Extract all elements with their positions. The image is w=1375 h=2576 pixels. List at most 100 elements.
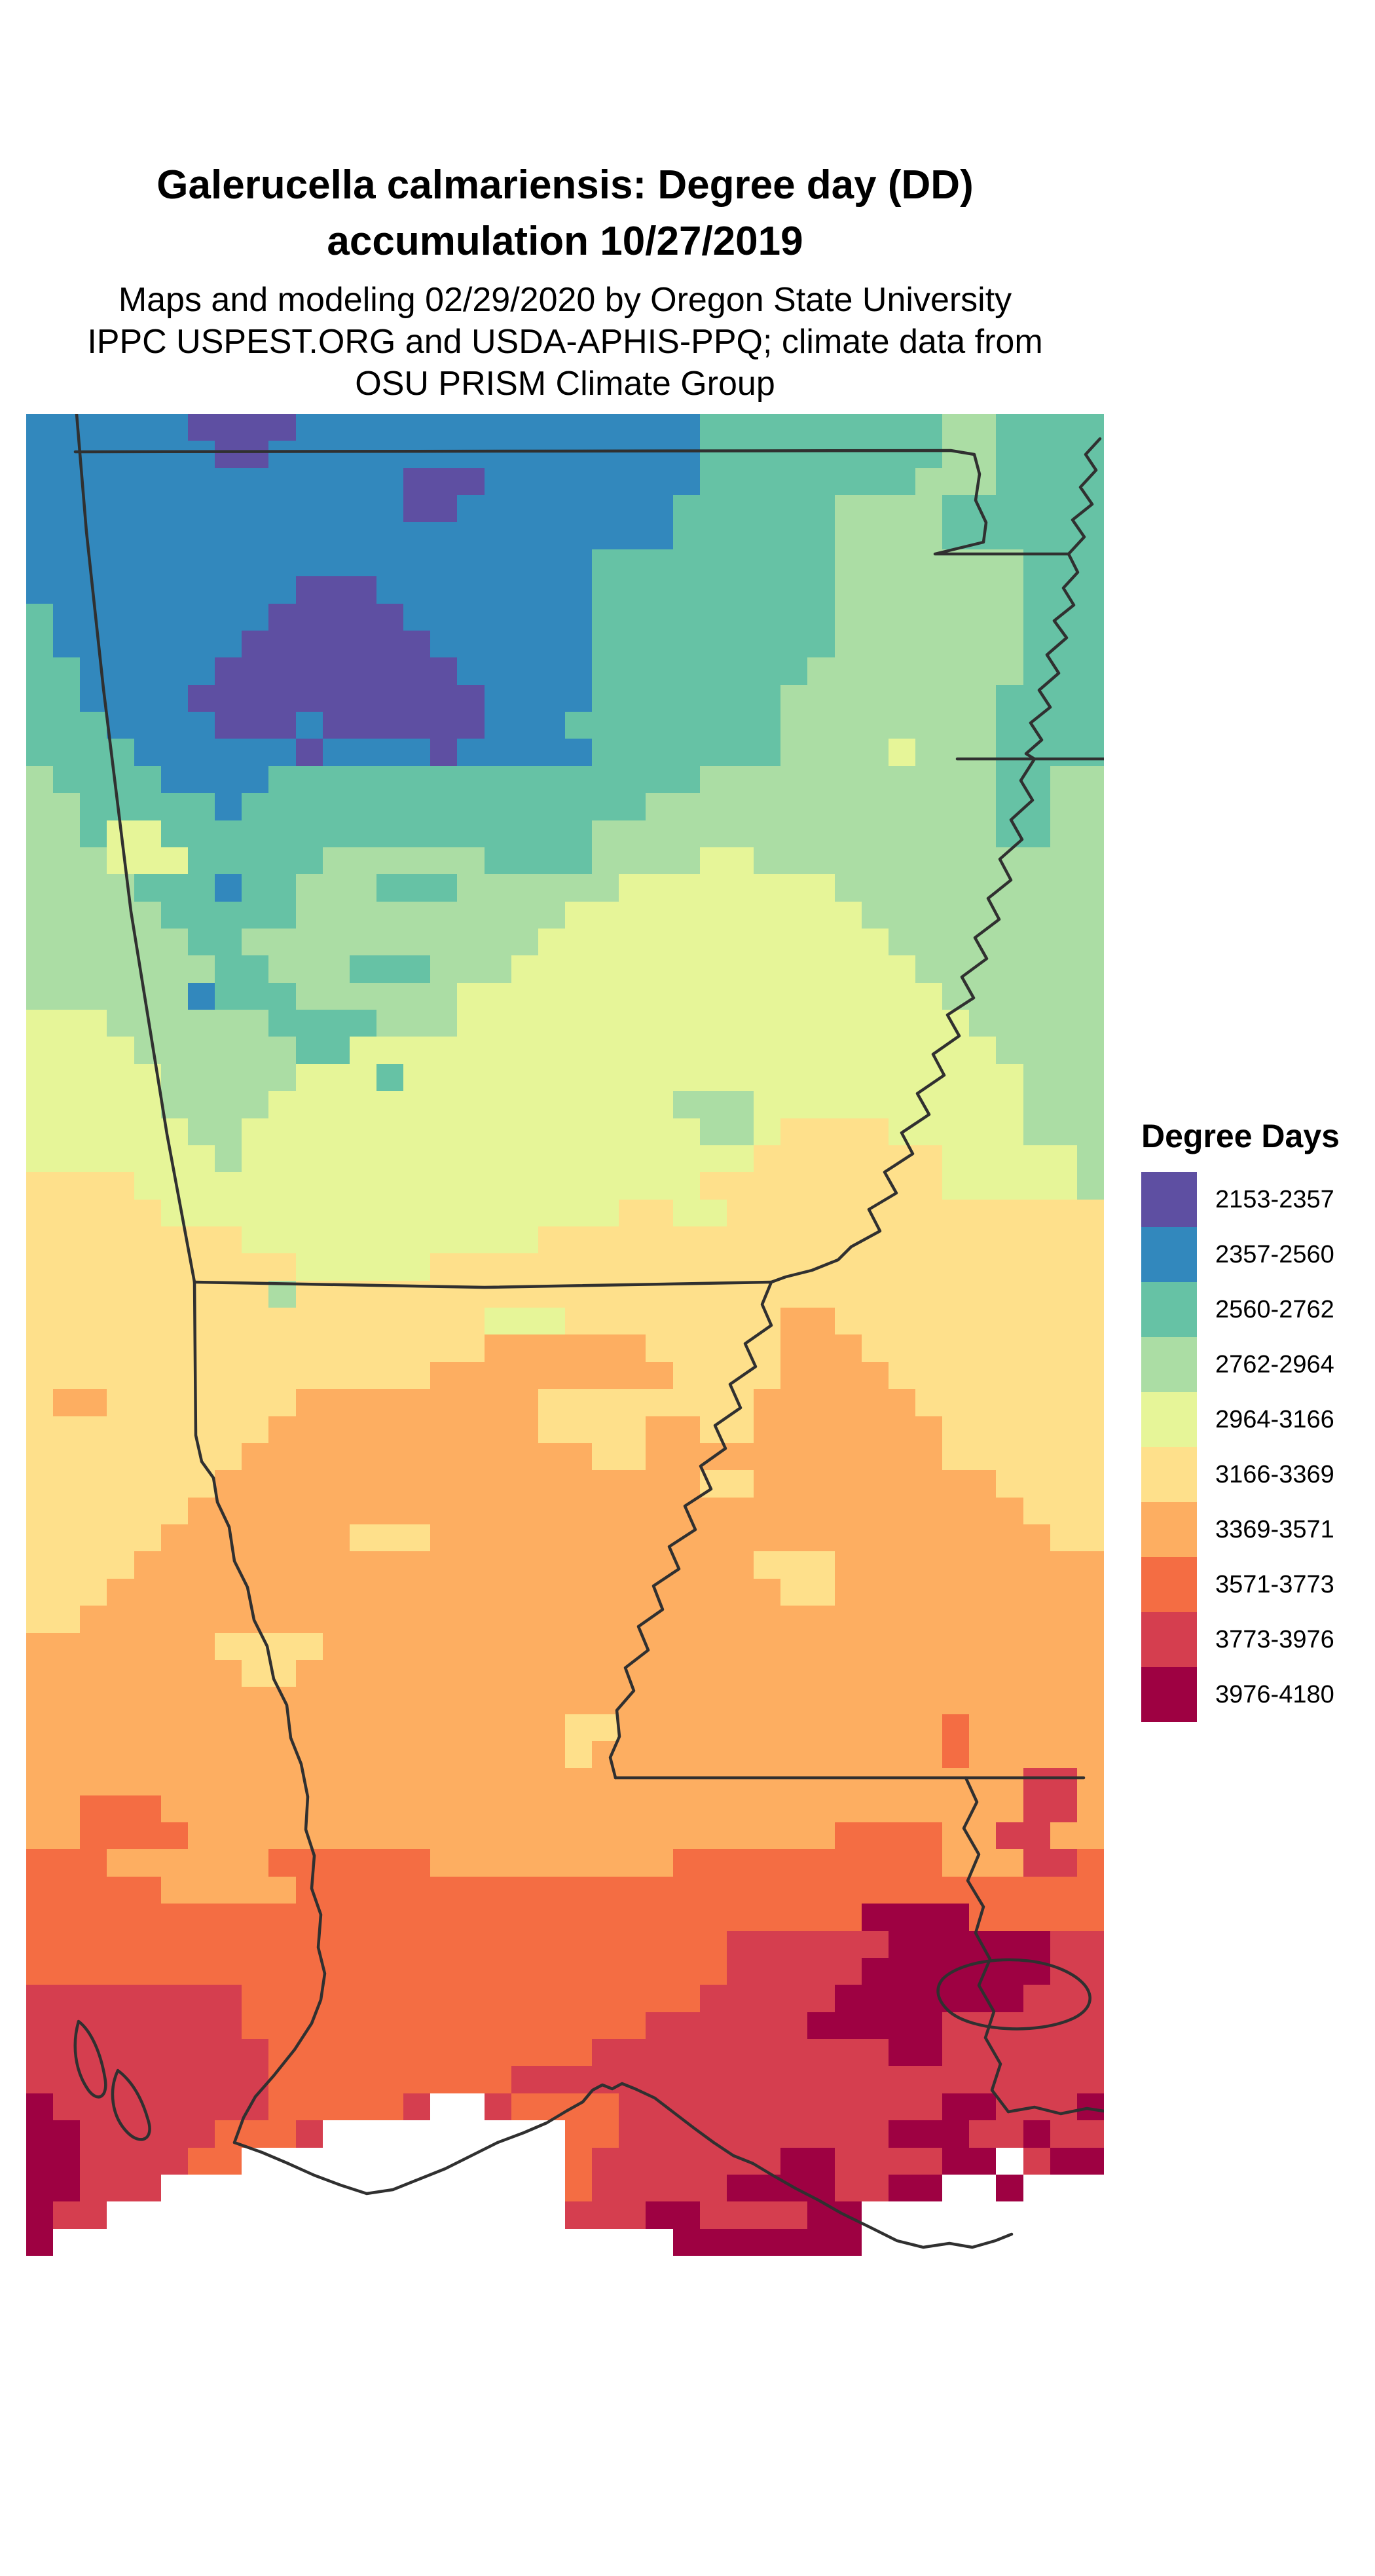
legend-row-0: 2153-2357 bbox=[1141, 1172, 1364, 1227]
raster-cell bbox=[376, 739, 404, 766]
raster-cell bbox=[53, 1849, 81, 1877]
raster-cell bbox=[134, 1985, 161, 2012]
raster-cell bbox=[1050, 1037, 1077, 1064]
raster-cell bbox=[672, 2201, 700, 2229]
raster-cell bbox=[187, 1795, 215, 1823]
raster-cell bbox=[80, 468, 107, 496]
raster-cell bbox=[107, 928, 134, 956]
raster-cell bbox=[699, 2201, 727, 2229]
raster-cell bbox=[646, 1091, 673, 1118]
raster-cell bbox=[349, 1334, 376, 1362]
raster-cell bbox=[376, 1361, 404, 1389]
raster-cell bbox=[565, 1714, 593, 1741]
raster-cell bbox=[107, 1659, 134, 1687]
raster-cell bbox=[430, 1416, 458, 1443]
raster-cell bbox=[484, 955, 511, 983]
raster-cell bbox=[672, 1957, 700, 1985]
raster-cell bbox=[646, 1822, 673, 1850]
raster-cell bbox=[699, 495, 727, 523]
raster-cell bbox=[107, 414, 134, 441]
raster-cell bbox=[349, 739, 376, 766]
raster-cell bbox=[807, 468, 835, 496]
raster-cell bbox=[215, 1280, 242, 1308]
raster-cell bbox=[26, 1389, 54, 1416]
raster-cell bbox=[861, 1632, 889, 1660]
raster-cell bbox=[538, 1714, 565, 1741]
raster-cell bbox=[780, 2066, 808, 2093]
raster-cell bbox=[646, 1659, 673, 1687]
raster-cell bbox=[107, 603, 134, 631]
raster-cell bbox=[538, 495, 565, 523]
raster-cell bbox=[672, 495, 700, 523]
raster-cell bbox=[834, 630, 862, 658]
raster-cell bbox=[672, 1795, 700, 1823]
raster-cell bbox=[457, 1470, 485, 1498]
raster-cell bbox=[780, 1524, 808, 1552]
raster-cell bbox=[160, 901, 188, 929]
raster-cell bbox=[457, 765, 485, 794]
raster-cell bbox=[295, 1632, 323, 1660]
raster-cell bbox=[107, 1443, 134, 1471]
raster-cell bbox=[268, 739, 296, 766]
raster-cell bbox=[699, 1606, 727, 1633]
raster-cell bbox=[592, 1226, 619, 1254]
raster-cell bbox=[646, 2039, 673, 2067]
raster-cell bbox=[888, 847, 915, 875]
raster-cell bbox=[187, 2012, 215, 2040]
raster-cell bbox=[834, 1172, 862, 1200]
raster-cell bbox=[861, 2012, 889, 2040]
raster-cell bbox=[349, 874, 376, 902]
raster-cell bbox=[754, 765, 781, 794]
raster-cell bbox=[1050, 712, 1077, 739]
raster-cell bbox=[780, 1904, 808, 1931]
raster-cell bbox=[807, 1226, 835, 1254]
raster-cell bbox=[53, 739, 81, 766]
raster-cell bbox=[888, 793, 915, 820]
raster-cell bbox=[511, 1308, 538, 1335]
raster-cell bbox=[726, 1308, 754, 1335]
raster-cell bbox=[861, 1334, 889, 1362]
raster-cell bbox=[834, 739, 862, 766]
raster-cell bbox=[861, 603, 889, 631]
raster-cell bbox=[160, 2093, 188, 2121]
raster-cell bbox=[915, 2174, 943, 2202]
raster-cell bbox=[672, 955, 700, 983]
raster-cell bbox=[538, 441, 565, 468]
raster-cell bbox=[134, 1714, 161, 1741]
raster-cell bbox=[1050, 1063, 1077, 1092]
raster-cell bbox=[295, 982, 323, 1010]
raster-cell bbox=[322, 1334, 350, 1362]
raster-cell bbox=[53, 1443, 81, 1471]
raster-cell bbox=[160, 1470, 188, 1498]
raster-cell bbox=[295, 955, 323, 983]
raster-cell bbox=[268, 765, 296, 794]
raster-cell bbox=[672, 1930, 700, 1958]
raster-cell bbox=[187, 1606, 215, 1633]
raster-cell bbox=[53, 495, 81, 523]
raster-cell bbox=[53, 1957, 81, 1985]
raster-cell bbox=[80, 1714, 107, 1741]
raster-cell bbox=[861, 793, 889, 820]
raster-cell bbox=[565, 630, 593, 658]
raster-cell bbox=[915, 1551, 943, 1579]
raster-cell bbox=[160, 1659, 188, 1687]
raster-cell bbox=[26, 630, 54, 658]
raster-cell bbox=[242, 1985, 269, 2012]
raster-cell bbox=[699, 2147, 727, 2175]
raster-cell bbox=[403, 522, 431, 549]
raster-cell bbox=[322, 414, 350, 441]
raster-cell bbox=[107, 684, 134, 712]
raster-cell bbox=[592, 1199, 619, 1227]
raster-cell bbox=[592, 793, 619, 820]
raster-cell bbox=[80, 414, 107, 441]
raster-cell bbox=[1076, 793, 1104, 820]
raster-cell bbox=[107, 441, 134, 468]
raster-cell bbox=[646, 739, 673, 766]
raster-cell bbox=[80, 1632, 107, 1660]
raster-cell bbox=[268, 1118, 296, 1145]
raster-cell bbox=[942, 414, 970, 441]
raster-cell bbox=[295, 1037, 323, 1064]
raster-cell bbox=[53, 1606, 81, 1633]
raster-cell bbox=[565, 901, 593, 929]
raster-cell bbox=[187, 1822, 215, 1850]
